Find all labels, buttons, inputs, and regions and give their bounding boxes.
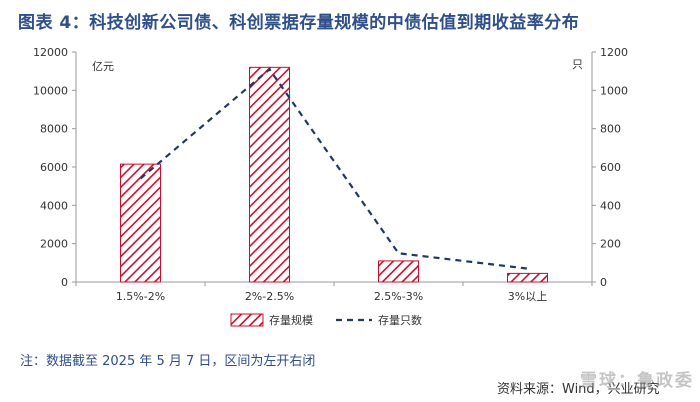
legend-line-label: 存量只数	[378, 313, 422, 327]
y-right-tick-label: 200	[600, 238, 621, 251]
x-category-label: 2%-2.5%	[245, 290, 294, 303]
watermark-text: 雪球：鲁政委	[580, 371, 694, 391]
footnote: 注：数据截至 2025 年 5 月 7 日，区间为左开右闭	[20, 354, 316, 369]
y-left-unit-label: 亿元	[92, 60, 114, 73]
y-right-tick-label: 1000	[600, 84, 628, 97]
legend-group: 存量规模 存量只数	[230, 313, 422, 327]
source-text: 资料来源：Wind，兴业研究	[497, 382, 660, 397]
y-right-tick-label: 600	[600, 161, 621, 174]
y-left-tick-label: 6000	[40, 161, 68, 174]
y-right-tick-label: 400	[600, 199, 621, 212]
bar-1	[120, 163, 161, 283]
y-right-tick-label: 1200	[600, 46, 628, 59]
bar-3	[378, 260, 419, 283]
y-left-tick-label: 10000	[33, 84, 68, 97]
chart-title: 图表 4：科技创新公司债、科创票据存量规模的中债估值到期收益率分布	[18, 13, 580, 33]
x-category-label: 3%以上	[508, 290, 547, 303]
labels-group: 0 2000 4000 6000 8000 10000 12000 0 200 400 600 800…	[33, 46, 628, 303]
bar-4	[507, 272, 548, 283]
y-right-unit-label: 只	[572, 58, 583, 71]
line-group	[139, 67, 528, 270]
x-category-label: 1.5%-2%	[116, 290, 165, 303]
x-category-label: 2.5%-3%	[374, 290, 423, 303]
axes-group	[72, 51, 596, 286]
bars-group	[120, 66, 548, 283]
y-right-tick-label: 0	[600, 276, 607, 289]
y-left-tick-label: 12000	[33, 46, 68, 59]
count-line	[139, 67, 528, 270]
y-right-tick-label: 800	[600, 123, 621, 136]
legend-bar-swatch	[230, 313, 264, 327]
legend-bar-label: 存量规模	[269, 313, 313, 327]
y-left-tick-label: 4000	[40, 199, 68, 212]
y-left-tick-label: 0	[61, 276, 68, 289]
bar-2	[249, 66, 290, 283]
y-left-tick-label: 8000	[40, 123, 68, 136]
y-left-tick-label: 2000	[40, 238, 68, 251]
